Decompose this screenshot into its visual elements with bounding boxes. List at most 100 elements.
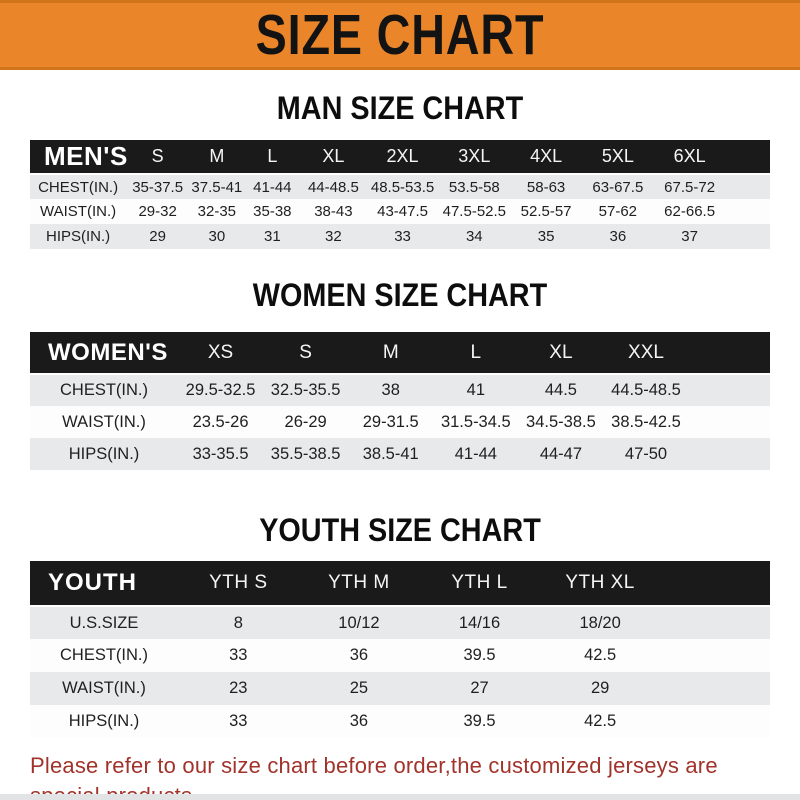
table-row: CHEST(IN.) 35-37.5 37.5-41 41-44 44-48.5 48.5…: [30, 174, 770, 199]
size-value-cell: 25: [298, 672, 420, 705]
size-value-cell: 38.5-42.5: [603, 406, 689, 438]
measure-row-label: CHEST(IN.): [30, 174, 127, 199]
size-column-header: M: [348, 332, 434, 375]
size-column-header: 3XL: [438, 140, 511, 175]
size-value-cell: 30: [189, 224, 245, 249]
size-value-cell: 8: [178, 606, 299, 639]
size-value-cell: 35-38: [244, 199, 301, 224]
size-value-cell: 44-48.5: [300, 174, 367, 199]
size-value-cell: 23.5-26: [178, 406, 264, 438]
size-value-cell: 36: [298, 705, 420, 738]
size-value-cell: 38: [348, 374, 434, 406]
measure-row-label: WAIST(IN.): [30, 406, 178, 438]
size-value-cell: 53.5-58: [438, 174, 511, 199]
table-group-label: WOMEN'S: [30, 332, 178, 375]
section-man: MAN SIZE CHART MEN'S S M L XL 2XL 3XL 4XL 5XL 6XL…: [0, 92, 800, 249]
size-value-cell: 47-50: [603, 438, 689, 470]
size-column-header: XXL: [603, 332, 689, 375]
table-header-row: YOUTH YTH S YTH M YTH L YTH XL: [30, 561, 770, 607]
table-row: HIPS(IN.) 33-35.5 35.5-38.5 38.5-41 41-44 44-…: [30, 438, 770, 470]
man-section-heading: MAN SIZE CHART: [276, 90, 524, 126]
size-value-cell: 34.5-38.5: [518, 406, 604, 438]
size-value-cell: 10/12: [298, 606, 420, 639]
table-header-row: WOMEN'S XS S M L XL XXL: [30, 332, 770, 375]
measure-row-label: WAIST(IN.): [30, 199, 127, 224]
order-notice: Please refer to our size chart before or…: [30, 751, 776, 800]
size-column-header: 6XL: [653, 140, 726, 175]
size-value-cell: 38-43: [300, 199, 367, 224]
size-value-cell: 44-47: [518, 438, 604, 470]
table-row: HIPS(IN.) 29 30 31 32 33 34 35 36 37: [30, 224, 770, 249]
size-value-cell: 33: [366, 224, 439, 249]
size-value-cell: 39.5: [419, 705, 540, 738]
size-value-cell: 33: [178, 639, 299, 672]
measure-row-label: CHEST(IN.): [30, 374, 178, 406]
table-row: CHEST(IN.) 33 36 39.5 42.5: [30, 639, 770, 672]
size-value-cell: 41-44: [433, 438, 519, 470]
measure-row-label: HIPS(IN.): [30, 705, 178, 738]
section-youth: YOUTH SIZE CHART YOUTH YTH S YTH M YTH L YTH…: [0, 514, 800, 738]
size-value-cell: 57-62: [581, 199, 654, 224]
table-group-label: MEN'S: [30, 140, 127, 175]
men-size-table: MEN'S S M L XL 2XL 3XL 4XL 5XL 6XL CHEST(IN.) 35-37…: [30, 140, 770, 249]
size-value-cell: 14/16: [419, 606, 540, 639]
size-value-cell: 42.5: [539, 705, 661, 738]
size-value-cell: 27: [419, 672, 540, 705]
size-value-cell: 29-31.5: [348, 406, 434, 438]
size-value-cell: 58-63: [510, 174, 582, 199]
table-row: CHEST(IN.) 29.5-32.5 32.5-35.5 38 41 44.5 44.5…: [30, 374, 770, 406]
size-value-cell: 29.5-32.5: [178, 374, 264, 406]
size-column-header: S: [126, 140, 190, 175]
size-value-cell: 44.5-48.5: [603, 374, 689, 406]
size-value-cell: 29: [126, 224, 190, 249]
size-value-cell: 35: [510, 224, 582, 249]
spacer-cell: [725, 199, 770, 224]
size-column-header: 4XL: [510, 140, 582, 175]
size-value-cell: 41: [433, 374, 519, 406]
size-value-cell: 35-37.5: [126, 174, 190, 199]
table-row: WAIST(IN.) 23 25 27 29: [30, 672, 770, 705]
size-column-header: XL: [300, 140, 367, 175]
section-women: WOMEN SIZE CHART WOMEN'S XS S M L XL XXL CHEST(…: [0, 279, 800, 470]
size-value-cell: 29-32: [126, 199, 190, 224]
spacer-cell: [688, 332, 770, 375]
size-column-header: 2XL: [366, 140, 439, 175]
banner-title: SIZE CHART: [255, 2, 545, 67]
measure-row-label: HIPS(IN.): [30, 224, 127, 249]
spacer-cell: [660, 639, 770, 672]
size-value-cell: 62-66.5: [653, 199, 726, 224]
spacer-cell: [688, 406, 770, 438]
size-column-header: XL: [518, 332, 604, 375]
size-column-header: YTH XL: [539, 561, 661, 607]
youth-section-heading: YOUTH SIZE CHART: [259, 512, 541, 548]
measure-row-label: U.S.SIZE: [30, 606, 178, 639]
spacer-cell: [725, 140, 770, 175]
table-group-label: YOUTH: [30, 561, 178, 607]
size-value-cell: 63-67.5: [581, 174, 654, 199]
spacer-cell: [688, 438, 770, 470]
size-column-header: L: [244, 140, 301, 175]
youth-size-table: YOUTH YTH S YTH M YTH L YTH XL U.S.SIZE 8 10/12…: [30, 561, 770, 738]
size-value-cell: 43-47.5: [366, 199, 439, 224]
spacer-cell: [725, 174, 770, 199]
size-column-header: YTH L: [419, 561, 540, 607]
spacer-cell: [688, 374, 770, 406]
size-value-cell: 41-44: [244, 174, 301, 199]
measure-row-label: HIPS(IN.): [30, 438, 178, 470]
women-section-heading: WOMEN SIZE CHART: [252, 277, 548, 313]
measure-row-label: WAIST(IN.): [30, 672, 178, 705]
size-chart-content: MAN SIZE CHART MEN'S S M L XL 2XL 3XL 4XL 5XL 6XL…: [0, 92, 800, 800]
size-value-cell: 67.5-72: [653, 174, 726, 199]
size-column-header: YTH S: [178, 561, 299, 607]
size-value-cell: 36: [298, 639, 420, 672]
spacer-cell: [660, 672, 770, 705]
table-row: HIPS(IN.) 33 36 39.5 42.5: [30, 705, 770, 738]
women-size-table: WOMEN'S XS S M L XL XXL CHEST(IN.) 29.5-32.5 32.5…: [30, 332, 770, 470]
measure-row-label: CHEST(IN.): [30, 639, 178, 672]
size-value-cell: 29: [539, 672, 661, 705]
size-column-header: M: [189, 140, 245, 175]
size-column-header: YTH M: [298, 561, 420, 607]
spacer-cell: [660, 705, 770, 738]
size-value-cell: 39.5: [419, 639, 540, 672]
